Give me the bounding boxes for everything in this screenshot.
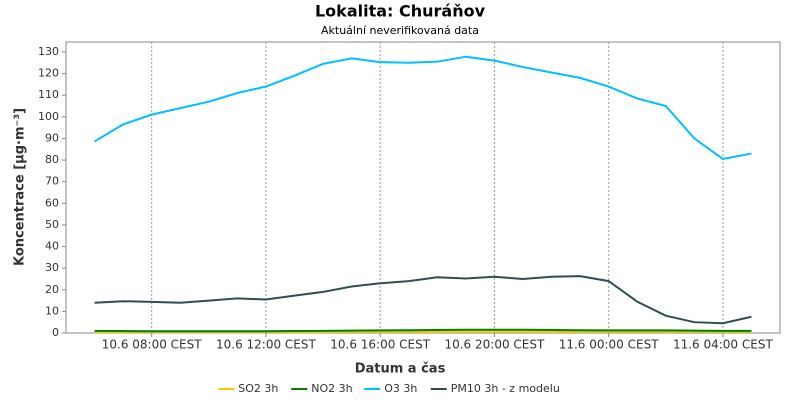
y-tick-label: 40 — [45, 240, 59, 253]
x-axis-label: Datum a čas — [355, 362, 446, 377]
series-line — [94, 328, 752, 333]
chart-title: Lokalita: Churáňov — [315, 2, 486, 21]
chart-subtitle: Aktuální neverifikovaná data — [321, 24, 479, 37]
x-tick-label: 11.6 00:00 CEST — [559, 338, 660, 352]
plot-area — [65, 41, 781, 334]
y-tick-label: 10 — [45, 304, 59, 317]
y-tick-label: 70 — [45, 175, 59, 188]
x-tick-label: 11.6 04:00 CEST — [673, 338, 774, 352]
y-tick-label: 130 — [38, 45, 59, 58]
y-tick-label: 0 — [52, 326, 59, 339]
y-tick-label: 80 — [45, 153, 59, 166]
legend-label: NO2 3h — [311, 382, 352, 395]
y-tick-label: 30 — [45, 261, 59, 274]
legend-label: PM10 3h - z modelu — [451, 382, 560, 395]
x-tick-label: 10.6 12:00 CEST — [216, 338, 317, 352]
legend-label: SO2 3h — [238, 382, 278, 395]
y-tick-label: 60 — [45, 196, 59, 209]
y-tick-label: 110 — [38, 88, 59, 101]
y-tick-label: 20 — [45, 283, 59, 296]
x-tick-label: 10.6 16:00 CEST — [330, 338, 431, 352]
y-tick-label: 90 — [45, 131, 59, 144]
y-tick-label: 120 — [38, 67, 59, 80]
x-tick-label: 10.6 20:00 CEST — [444, 338, 545, 352]
legend-label: O3 3h — [384, 382, 417, 395]
y-tick-label: 100 — [38, 110, 59, 123]
series-line — [94, 275, 752, 325]
series-line — [94, 55, 752, 161]
x-tick-label: 10.6 08:00 CEST — [102, 338, 203, 352]
y-tick-label: 50 — [45, 218, 59, 231]
y-axis-label: Koncentrace [µg·m⁻³] — [13, 108, 28, 266]
